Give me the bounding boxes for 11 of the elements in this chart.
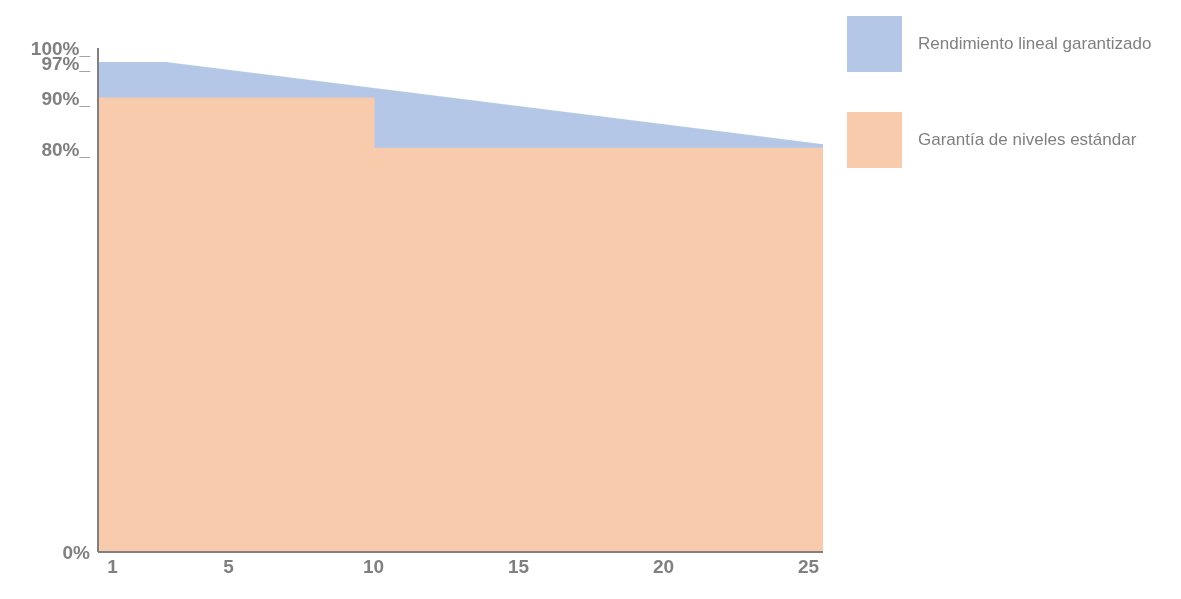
text: Rendimiento lineal garantizado [918, 34, 1153, 54]
x-tick-label: 15 [507, 556, 530, 578]
y-tick-label: 90%_ [41, 88, 91, 110]
x-tick-label: 20 [652, 556, 675, 578]
x-tick-label: 10 [362, 556, 385, 578]
x-tick-label: 5 [223, 556, 235, 578]
text: Garantía de niveles estándar [918, 130, 1138, 150]
x-tick-label: 25 [797, 556, 820, 578]
y-tick-label: 80%_ [41, 138, 91, 160]
y-tick-label: 0% [62, 541, 91, 563]
x-tick-label: 1 [107, 556, 119, 578]
